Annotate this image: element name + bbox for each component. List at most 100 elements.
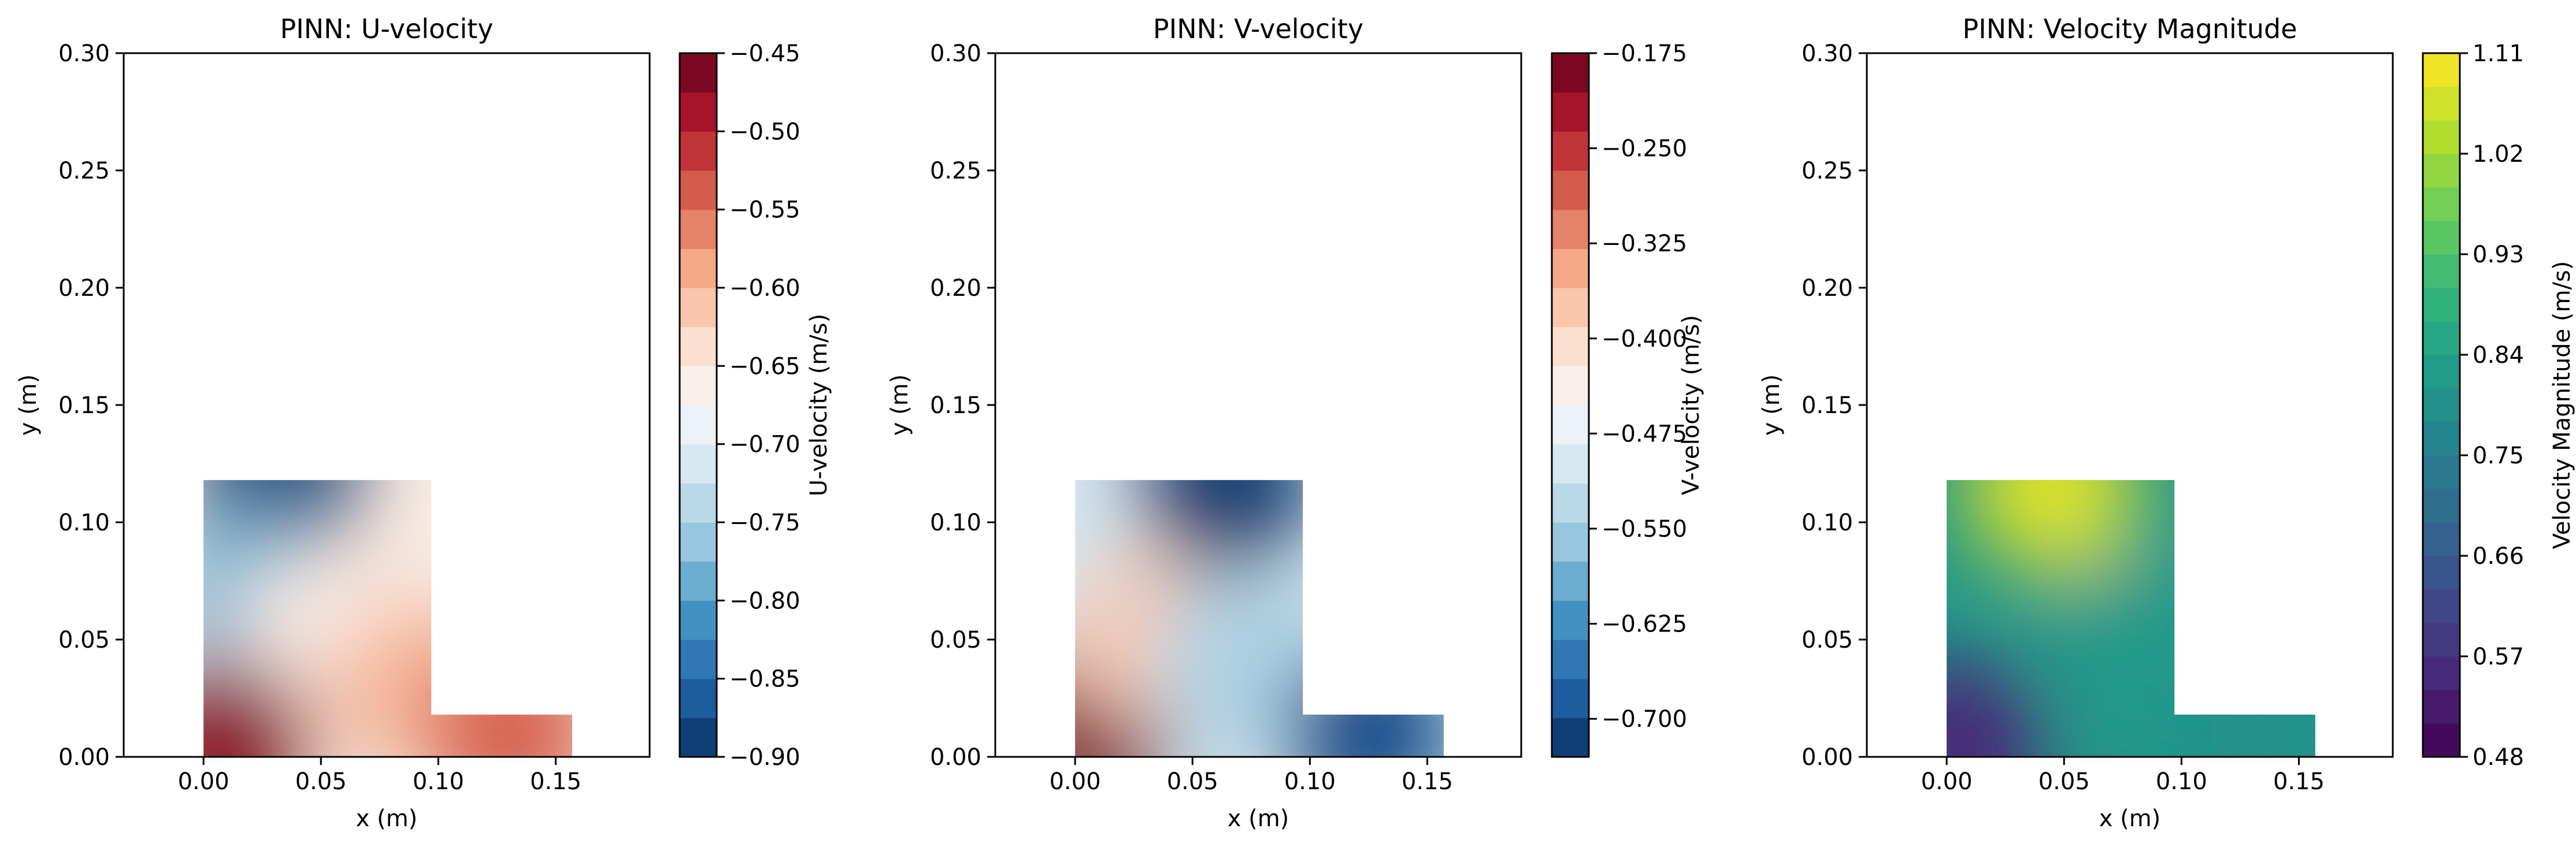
colorbar-tick-label: −0.700 xyxy=(1602,706,1687,733)
colorbar-tick-label: 1.11 xyxy=(2473,40,2524,67)
colorbar-segment xyxy=(680,53,717,93)
colorbar-label: V-velocity (m/s) xyxy=(1678,315,1704,495)
colorbar-segment xyxy=(1552,170,1589,210)
chart-title: PINN: Velocity Magnitude xyxy=(1962,13,2297,44)
y-tick-label: 0.05 xyxy=(1802,627,1853,653)
colorbar-tick-label: 0.75 xyxy=(2473,443,2524,469)
field-sample xyxy=(1141,480,1315,574)
colorbar-segment xyxy=(680,640,717,679)
colorbar-tick-label: −0.50 xyxy=(729,118,800,145)
colorbar-segment xyxy=(1552,366,1589,406)
colorbar-segment xyxy=(2423,321,2460,355)
colorbar-tick-label: 1.02 xyxy=(2473,141,2524,168)
colorbar-segment xyxy=(680,444,717,484)
colorbar-tick-label: −0.475 xyxy=(1602,421,1687,447)
y-tick-label: 0.15 xyxy=(1802,392,1853,419)
y-tick-label: 0.20 xyxy=(930,275,981,302)
axes: 0.00 0.05 0.10 0.15 0.00 0.05 0.10 0.15 0.20 0.25… xyxy=(58,40,651,795)
colorbar-segment xyxy=(1552,640,1589,679)
colorbar-tick-label: −0.60 xyxy=(729,275,800,302)
colorbar-segment xyxy=(680,718,717,757)
y-tick-label: 0.30 xyxy=(58,40,110,67)
colorbar-segment xyxy=(1552,678,1589,718)
colorbar-segment xyxy=(2423,254,2460,288)
panel-v-velocity: PINN: V-velocity 0.00 0.05 0.10 0.150.000.0… xyxy=(887,13,1704,832)
colorbar-segment xyxy=(1552,444,1589,484)
field-sample xyxy=(1152,576,1326,750)
colorbar-segment xyxy=(2423,87,2460,121)
y-tick-label: 0.25 xyxy=(930,158,981,184)
colorbar-segment xyxy=(680,483,717,523)
x-axis-label: x (m) xyxy=(2099,805,2161,832)
colorbar-segment xyxy=(2423,53,2460,87)
colorbar-segment xyxy=(2423,455,2460,489)
colorbar-segment xyxy=(1552,248,1589,288)
colorbar-tick-label: −0.175 xyxy=(1602,40,1687,67)
panel-velocity-magnitude: PINN: Velocity Magnitude 0.00 0.05 0.10 0.1… xyxy=(1758,13,2575,832)
colorbar-segment xyxy=(1552,53,1589,93)
colorbar-segment xyxy=(2423,522,2460,556)
colorbar-segment xyxy=(2423,723,2460,757)
colorbar-label: Velocity Magnitude (m/s) xyxy=(2549,261,2575,549)
colorbar-tick-label: −0.90 xyxy=(729,744,800,771)
colorbar-segment xyxy=(680,366,717,406)
colorbar-segment xyxy=(1552,718,1589,757)
colorbar-tick-label: 0.48 xyxy=(2473,744,2524,771)
x-tick-label: 0.15 xyxy=(2273,768,2325,795)
y-tick-label: 0.20 xyxy=(58,275,110,302)
colorbar-segment xyxy=(2423,154,2460,188)
contour-field xyxy=(203,480,572,757)
colorbar-segment xyxy=(680,92,717,132)
y-axis-label: y (m) xyxy=(1758,374,1785,436)
colorbar-tick-label: −0.65 xyxy=(729,353,800,380)
colorbar: 1.11 1.02 0.93 0.84 0.75 0.66 0.57 0.48 xyxy=(2422,40,2524,771)
y-tick-label: 0.00 xyxy=(1802,744,1853,771)
contour-field xyxy=(1947,480,2315,757)
y-tick-label: 0.20 xyxy=(1802,275,1853,302)
y-tick-label: 0.30 xyxy=(1802,40,1853,67)
field-sample xyxy=(1965,480,2139,574)
colorbar-segment xyxy=(2423,388,2460,422)
y-tick-label: 0.10 xyxy=(930,510,981,536)
colorbar-segment xyxy=(2423,187,2460,221)
colorbar-segment xyxy=(2423,589,2460,623)
y-tick-label: 0.00 xyxy=(930,744,981,771)
colorbar-segment xyxy=(2423,355,2460,389)
panel-u-velocity: PINN: U-velocity 0.00 0.05 0.10 0.150.000.0… xyxy=(15,13,832,832)
x-tick-label: 0.15 xyxy=(530,768,581,795)
x-tick-label: 0.10 xyxy=(1284,768,1336,795)
y-tick-label: 0.00 xyxy=(58,744,110,771)
x-axis-label: x (m) xyxy=(356,805,418,832)
axes: 0.00 0.05 0.10 0.15 0.00 0.05 0.10 0.15 0.20 0.25… xyxy=(930,40,1522,795)
colorbar-label: U-velocity (m/s) xyxy=(806,314,832,496)
colorbar-tick-label: −0.325 xyxy=(1602,231,1687,257)
axes: 0.00 0.05 0.10 0.15 0.00 0.05 0.10 0.15 0.20 0.25… xyxy=(1802,40,2394,795)
colorbar-segment xyxy=(2423,422,2460,456)
y-axis-label: y (m) xyxy=(15,374,42,436)
colorbar-segment xyxy=(1552,326,1589,366)
chart-title: PINN: U-velocity xyxy=(280,13,493,44)
y-tick-label: 0.25 xyxy=(58,158,110,184)
colorbar-segment xyxy=(2423,221,2460,255)
colorbar-segment xyxy=(680,326,717,366)
colorbar-tick-label: −0.75 xyxy=(729,510,800,536)
colorbar-tick-label: −0.85 xyxy=(729,666,800,693)
colorbar-segment xyxy=(680,561,717,601)
y-tick-label: 0.15 xyxy=(58,392,110,419)
colorbar-frame xyxy=(1551,52,1590,758)
colorbar-tick-label: 0.84 xyxy=(2473,342,2524,369)
colorbar: −0.45 −0.50 −0.55 −0.60 −0.65 −0.70 −0.75 −0.80… xyxy=(679,40,800,771)
colorbar-segment xyxy=(2423,556,2460,590)
colorbar-segment xyxy=(2423,623,2460,657)
colorbar-segment xyxy=(2423,690,2460,724)
colorbar-segment xyxy=(680,131,717,171)
y-tick-label: 0.30 xyxy=(930,40,981,67)
colorbar-segment xyxy=(1552,405,1589,445)
y-tick-label: 0.05 xyxy=(58,627,110,653)
x-axis-label: x (m) xyxy=(1228,805,1289,832)
x-tick-label: 0.05 xyxy=(1167,768,1218,795)
colorbar-tick-label: −0.80 xyxy=(729,588,800,614)
field-sample xyxy=(203,658,314,757)
colorbar-segment xyxy=(680,600,717,640)
